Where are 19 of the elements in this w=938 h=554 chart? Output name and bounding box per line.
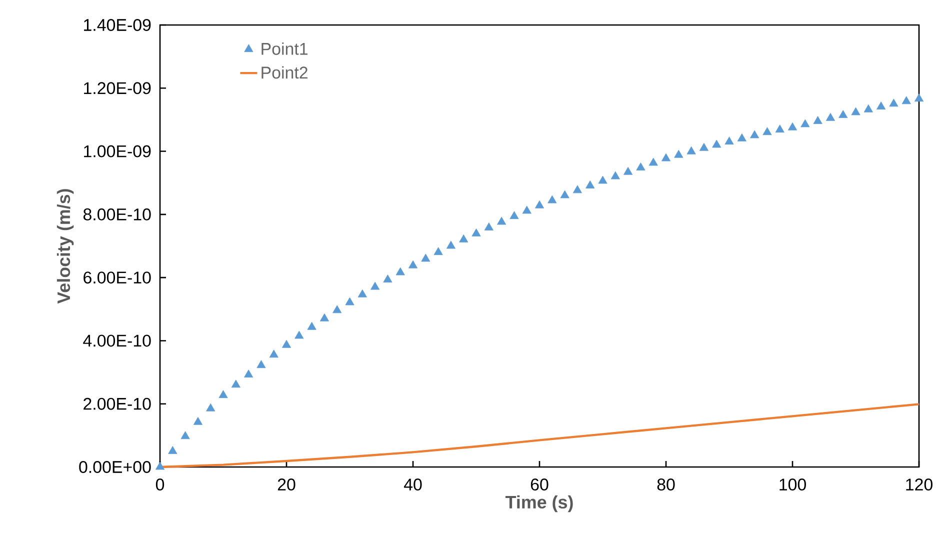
x-tick-label: 20: [278, 478, 296, 491]
y-axis-title: Velocity (m/s): [56, 189, 74, 304]
y-tick-label: 1.20E-09: [84, 82, 151, 94]
y-tick-label: 1.00E-09: [84, 145, 151, 158]
y-tick-label: 6.00E-10: [84, 272, 151, 284]
x-tick-label: 40: [404, 478, 422, 491]
y-tick-label: 4.00E-10: [83, 334, 151, 347]
x-tick-label: 80: [657, 478, 675, 491]
x-tick-label: 100: [780, 478, 806, 491]
x-tick-label: 0: [156, 478, 164, 491]
legend-label: Point1: [262, 42, 308, 55]
y-tick-label: 8.00E-10: [83, 208, 151, 220]
x-axis-title: Time (s): [505, 495, 573, 512]
x-tick-label: 60: [530, 478, 548, 491]
y-tick-label: 2.00E-10: [84, 398, 151, 410]
y-tick-label: 1.40E-09: [84, 18, 151, 31]
x-tick-label: 120: [906, 478, 932, 491]
legend-label: Point2: [262, 66, 308, 79]
y-tick-label: 0.00E+00: [79, 461, 151, 473]
